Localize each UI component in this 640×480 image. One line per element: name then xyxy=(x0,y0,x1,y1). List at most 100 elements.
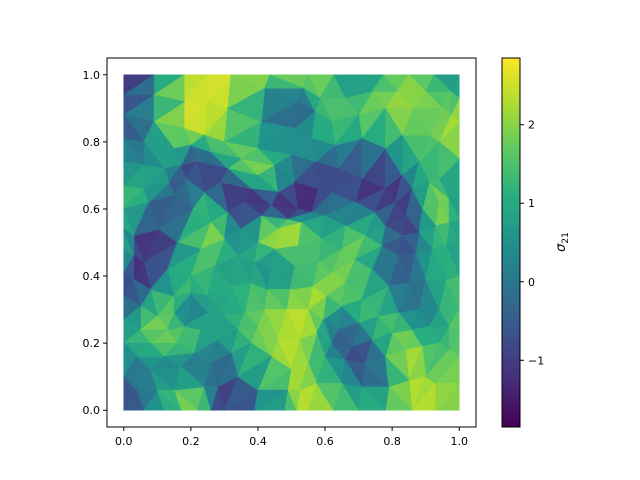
mesh-triangle xyxy=(156,389,182,412)
mesh-triangle xyxy=(190,292,208,314)
mesh-triangle xyxy=(344,91,373,116)
mesh-triangle xyxy=(316,383,343,411)
y-tick-label: 0.6 xyxy=(83,203,101,216)
mesh-triangle xyxy=(331,342,353,361)
y-axis: 0.0 0.2 0.4 0.6 0.8 1.0 xyxy=(83,69,107,417)
colorbar-ticks: −1 0 1 2 xyxy=(520,119,544,367)
mesh-triangle xyxy=(448,325,460,351)
mesh-triangle xyxy=(287,389,301,412)
y-tick-label: 1.0 xyxy=(83,69,101,82)
mesh-triangle xyxy=(385,134,403,177)
mesh-triangle xyxy=(408,251,427,284)
mesh-triangle xyxy=(224,211,242,240)
mesh-triangle xyxy=(354,245,383,270)
mesh-triangle xyxy=(227,87,266,123)
mesh-triangle xyxy=(210,151,242,170)
mesh-triangle xyxy=(322,295,343,321)
mesh-triangle xyxy=(143,181,171,203)
mesh-triangle xyxy=(230,282,252,314)
mesh-triangle xyxy=(361,386,390,411)
mesh-triangle xyxy=(425,279,447,311)
mesh-triangle xyxy=(150,268,175,297)
mesh-triangle xyxy=(173,144,192,167)
mesh-triangle xyxy=(240,215,262,244)
mesh-triangle xyxy=(448,198,460,223)
mesh-triangle xyxy=(316,318,333,344)
colorbar xyxy=(501,57,521,428)
mesh-triangle xyxy=(274,164,296,193)
mesh-triangle xyxy=(371,74,398,92)
mesh-triangle xyxy=(136,389,158,411)
mesh-triangle xyxy=(445,245,460,280)
mesh-triangle xyxy=(294,110,316,140)
mesh-triangle xyxy=(411,181,430,210)
mesh-triangle xyxy=(435,221,450,247)
mesh-triangle xyxy=(158,208,194,243)
mesh-triangle xyxy=(361,268,390,301)
mesh-triangle xyxy=(122,74,155,96)
mesh-triangle xyxy=(299,362,318,391)
mesh-triangle xyxy=(166,312,185,331)
mesh-triangle xyxy=(401,232,420,254)
mesh-triangle xyxy=(294,161,319,190)
mesh-triangle xyxy=(381,225,403,247)
mesh-triangle xyxy=(123,355,138,391)
mesh-triangle xyxy=(203,181,229,214)
mesh-triangle xyxy=(173,292,192,314)
mesh-triangle xyxy=(173,366,205,391)
mesh-triangle xyxy=(418,208,437,233)
mesh-triangle xyxy=(240,148,276,166)
mesh-triangle xyxy=(123,305,141,331)
mesh-triangle xyxy=(411,325,430,348)
mesh-triangle xyxy=(217,352,239,388)
mesh-triangle xyxy=(217,329,239,354)
mesh-triangle xyxy=(385,355,410,388)
mesh-triangle xyxy=(143,121,175,150)
mesh-triangle xyxy=(334,114,363,146)
mesh-triangle xyxy=(428,178,450,200)
mesh-triangle xyxy=(237,355,272,391)
mesh-triangle xyxy=(425,349,450,384)
x-tick-label: 1.0 xyxy=(450,435,468,448)
mesh-triangle xyxy=(321,225,346,250)
tripcolor-mesh xyxy=(122,73,460,412)
mesh-triangle xyxy=(331,248,356,274)
mesh-triangle xyxy=(250,261,269,291)
mesh-triangle xyxy=(438,141,460,180)
mesh-triangle xyxy=(163,352,196,367)
x-axis: 0.0 0.2 0.4 0.6 0.8 1.0 xyxy=(115,427,468,448)
mesh-triangle xyxy=(428,309,450,327)
mesh-triangle xyxy=(257,325,279,358)
mesh-triangle xyxy=(166,242,202,271)
colorbar-label: σ21 xyxy=(554,232,571,252)
mesh-triangle xyxy=(203,386,219,412)
mesh-triangle xyxy=(264,74,304,89)
mesh-triangle xyxy=(311,188,333,214)
mesh-triangle xyxy=(257,121,296,150)
mesh-triangle xyxy=(425,74,452,92)
mesh-triangle xyxy=(286,211,313,223)
mesh-triangle xyxy=(193,329,219,354)
mesh-triangle xyxy=(207,265,232,297)
mesh-triangle xyxy=(168,164,187,183)
mesh-triangle xyxy=(374,201,397,227)
x-tick-label: 0.8 xyxy=(383,435,401,448)
mesh-triangle xyxy=(123,138,145,167)
mesh-triangle xyxy=(401,107,432,136)
x-tick-label: 0.2 xyxy=(182,435,200,448)
mesh-triangle xyxy=(351,322,373,347)
mesh-triangle xyxy=(136,342,165,357)
y-tick-label: 0.0 xyxy=(83,404,101,417)
mesh-triangle xyxy=(133,278,152,308)
mesh-triangle xyxy=(200,238,225,267)
mesh-triangle xyxy=(341,299,363,324)
x-tick-label: 0.0 xyxy=(115,435,133,448)
mesh-triangle xyxy=(254,389,290,411)
mesh-triangle xyxy=(361,138,386,180)
mesh-triangle xyxy=(183,312,209,331)
colorbar-tick-label: 1 xyxy=(528,197,535,210)
y-tick-label: 0.2 xyxy=(83,337,101,350)
mesh-triangle xyxy=(123,228,135,257)
colorbar-tick-label: 2 xyxy=(528,119,535,132)
